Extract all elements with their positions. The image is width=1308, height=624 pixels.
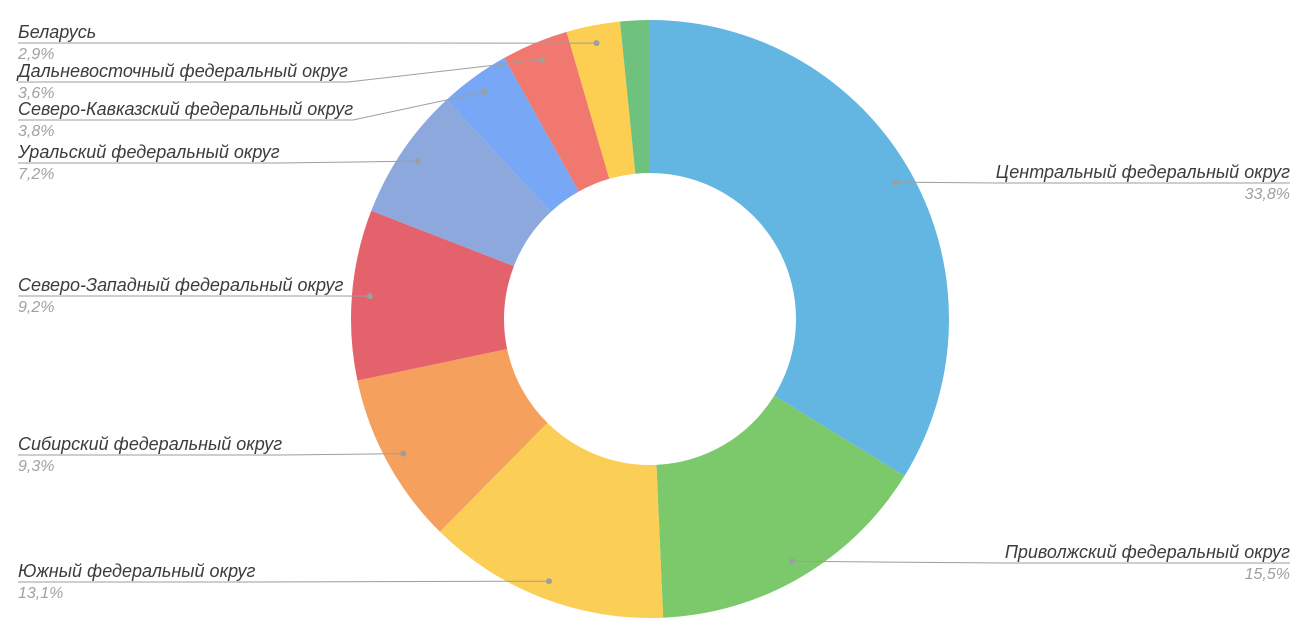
slice-label: Северо-Западный федеральный округ 9,2% (18, 275, 373, 316)
slice-label-percent: 3,6% (18, 85, 54, 102)
pie-slice-7[interactable] (504, 31, 610, 192)
leader-dot (892, 179, 899, 186)
leader-dot (414, 158, 421, 165)
slice-label-percent: 9,3% (18, 458, 54, 475)
pie-slice-8[interactable] (566, 21, 636, 179)
leader-line (18, 160, 418, 164)
slice-label-name: Южный федеральный округ (18, 561, 255, 581)
slice-label-percent: 3,8% (18, 123, 54, 140)
leader-line (792, 560, 1290, 564)
pie-slice-9[interactable] (619, 20, 650, 174)
leader-dot (481, 88, 488, 95)
slice-label-percent: 2,9% (17, 46, 54, 63)
pie-slice-6[interactable] (446, 57, 579, 212)
leader-line (18, 453, 404, 456)
leader-line (18, 580, 550, 583)
slice-label: Северо-Кавказский федеральный округ 3,8% (18, 88, 488, 140)
slice-label-name: Уральский федеральный округ (17, 142, 280, 162)
leader-dot (593, 40, 600, 47)
slice-label-name: Приволжский федеральный округ (1005, 542, 1290, 562)
slice-label: Дальневосточный федеральный округ 3,6% (16, 56, 545, 102)
pie-slice-2[interactable] (439, 422, 664, 618)
slice-label: Сибирский федеральный округ 9,3% (18, 434, 407, 475)
pie-slice-1[interactable] (656, 395, 905, 618)
slice-label-percent: 15,5% (1245, 566, 1290, 583)
pie-slice-0[interactable] (650, 20, 950, 477)
slice-label-name: Северо-Западный федеральный округ (18, 275, 343, 295)
slice-label-percent: 7,2% (18, 166, 54, 183)
slice-label-name: Дальневосточный федеральный округ (16, 61, 348, 81)
slice-label: Беларусь 2,9% (17, 22, 600, 63)
slice-label: Приволжский федеральный округ 15,5% (789, 542, 1290, 583)
leader-dot (366, 293, 373, 300)
slice-label-percent: 33,8% (1245, 186, 1290, 203)
slice-label: Уральский федеральный округ 7,2% (17, 142, 421, 183)
slice-label: Южный федеральный округ 13,1% (18, 561, 552, 602)
slice-label-name: Беларусь (18, 22, 96, 42)
leader-dot (400, 450, 407, 457)
slice-label: Центральный федеральный округ 33,8% (892, 162, 1290, 203)
slice-label-percent: 13,1% (18, 585, 63, 602)
slice-label-name: Северо-Кавказский федеральный округ (18, 99, 353, 119)
slice-label-name: Сибирский федеральный округ (18, 434, 282, 454)
pie-slice-3[interactable] (357, 349, 548, 532)
leader-dot (538, 56, 545, 63)
pie-slice-5[interactable] (371, 99, 551, 267)
leader-line (18, 91, 485, 121)
leader-dot (789, 558, 796, 565)
slice-label-percent: 9,2% (18, 299, 54, 316)
leader-dot (546, 578, 552, 585)
leader-line (18, 59, 542, 83)
slice-label-name: Центральный федеральный округ (996, 162, 1290, 182)
leader-line (895, 181, 1290, 184)
pie-slice-4[interactable] (350, 210, 514, 381)
